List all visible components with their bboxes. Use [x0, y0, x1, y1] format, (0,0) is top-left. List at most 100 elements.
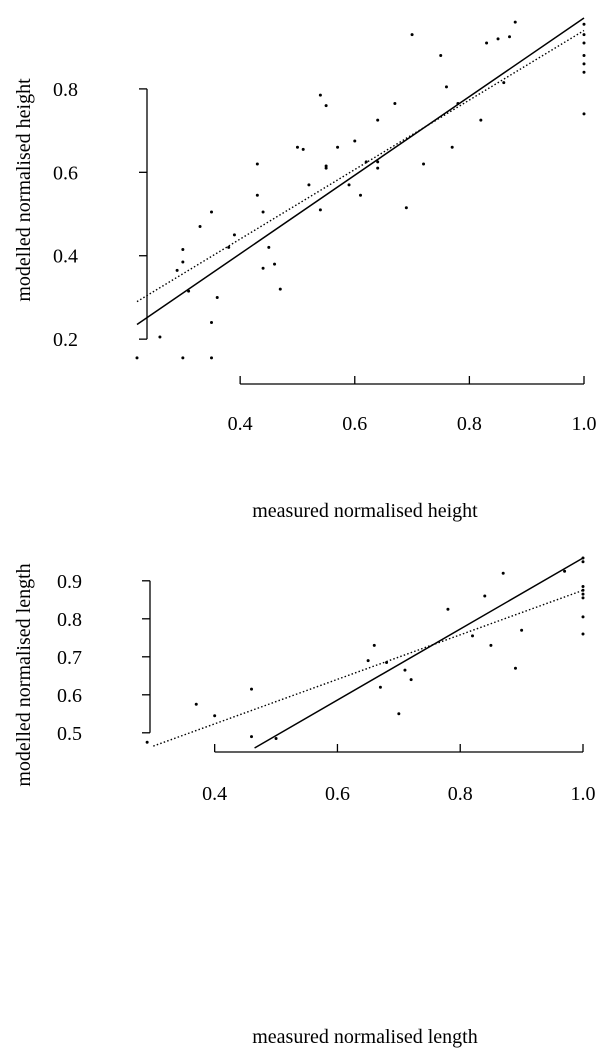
data-point: [318, 208, 322, 212]
data-point: [581, 592, 585, 596]
data-point: [295, 145, 299, 149]
y-tick-label: 0.2: [53, 329, 78, 351]
data-point: [489, 643, 493, 647]
y-tick-label: 0.6: [53, 162, 78, 184]
data-point: [582, 54, 586, 58]
data-point: [444, 85, 448, 89]
data-point: [378, 685, 382, 689]
data-point: [581, 588, 585, 592]
data-point: [520, 628, 524, 632]
fit-line-dotted: [153, 589, 584, 747]
data-point: [198, 225, 202, 229]
fit-line-solid: [254, 557, 584, 749]
x-axis-title: measured normalised length: [252, 1026, 478, 1048]
data-point: [502, 81, 506, 85]
data-point: [181, 260, 185, 264]
y-tick-label: 0.5: [57, 723, 82, 745]
height-panel: 0.2 0.4 0.6 0.8 0.4 0.6 0.8 1.0 measured normali…: [13, 17, 597, 522]
data-point: [582, 22, 586, 26]
data-point: [364, 160, 368, 164]
data-point: [324, 166, 328, 170]
data-point: [471, 634, 474, 638]
data-point: [261, 266, 265, 270]
y-axis-title: modelled normalised height: [13, 78, 35, 302]
data-point: [513, 666, 517, 670]
data-point: [250, 735, 253, 739]
fit-line-dotted: [136, 29, 585, 303]
data-point: [278, 287, 282, 291]
data-point: [215, 295, 219, 299]
data-point: [422, 162, 426, 166]
data-point: [227, 245, 231, 249]
data-point: [581, 632, 585, 636]
data-point: [410, 33, 414, 37]
data-point: [393, 102, 397, 105]
data-point: [409, 678, 413, 682]
data-point: [479, 118, 483, 122]
x-tick-label: 0.6: [325, 783, 350, 805]
data-point: [403, 668, 407, 672]
data-point: [213, 714, 217, 718]
data-point: [581, 615, 585, 619]
data-point: [385, 661, 389, 664]
data-point: [376, 160, 380, 164]
data-point: [496, 37, 500, 41]
y-axis-title: modelled normalised length: [13, 563, 35, 786]
data-point: [563, 569, 567, 573]
data-point: [450, 145, 454, 149]
data-point: [446, 607, 450, 611]
y-tick-label: 0.6: [57, 685, 82, 707]
data-point: [210, 320, 213, 324]
data-point: [158, 335, 162, 339]
data-point: [232, 233, 236, 237]
data-point: [210, 210, 213, 214]
data-point: [582, 112, 586, 116]
data-point: [187, 289, 191, 293]
y-tick-label: 0.9: [57, 571, 82, 593]
data-point: [181, 356, 185, 360]
y-tick-label: 0.8: [53, 79, 78, 101]
data-point: [582, 41, 586, 45]
data-point: [181, 247, 185, 251]
data-point: [274, 737, 278, 740]
data-point: [439, 54, 443, 58]
data-point: [267, 245, 271, 249]
data-point: [581, 560, 585, 564]
data-point: [582, 70, 586, 74]
data-point: [250, 687, 253, 691]
data-point: [483, 594, 487, 598]
x-tick-label: 0.8: [448, 783, 473, 805]
data-point: [336, 145, 340, 149]
data-point: [485, 41, 489, 45]
y-tick-label: 0.8: [57, 609, 82, 631]
data-point: [324, 164, 328, 168]
data-point: [397, 712, 401, 716]
x-tick-label: 1.0: [571, 783, 596, 805]
data-point: [307, 183, 311, 187]
data-point: [581, 585, 585, 588]
data-point: [175, 268, 179, 272]
x-tick-label: 1.0: [572, 413, 597, 435]
x-tick-label: 0.4: [228, 413, 253, 435]
data-point: [353, 139, 357, 143]
data-point: [255, 162, 259, 166]
data-point: [318, 93, 322, 97]
data-point: [376, 166, 380, 170]
y-tick-label: 0.4: [53, 246, 78, 268]
data-point: [145, 740, 149, 744]
data-point: [456, 102, 460, 105]
y-tick-label: 0.7: [57, 647, 82, 669]
data-point: [582, 62, 586, 66]
x-tick-label: 0.8: [457, 413, 482, 435]
data-point: [581, 596, 585, 600]
data-point: [273, 262, 277, 266]
data-point: [255, 193, 259, 197]
data-point: [366, 659, 370, 663]
data-point: [347, 183, 351, 187]
x-tick-label: 0.4: [202, 783, 227, 805]
data-point: [513, 20, 517, 24]
data-point: [376, 118, 380, 122]
data-point: [372, 643, 376, 647]
data-point: [301, 147, 305, 151]
data-point: [404, 206, 408, 210]
